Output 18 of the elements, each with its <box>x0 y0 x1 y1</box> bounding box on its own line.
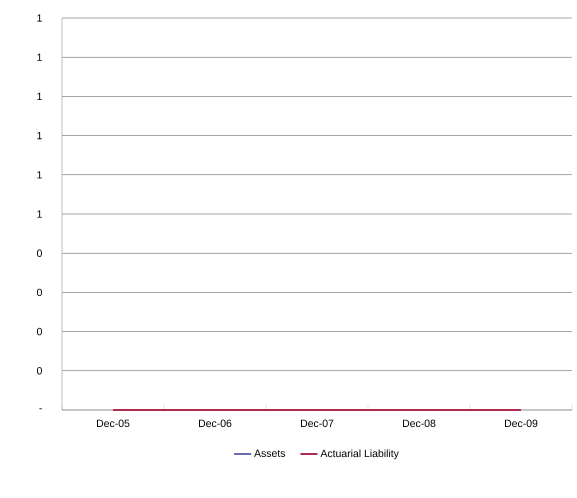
legend-label: Assets <box>254 450 286 457</box>
y-tick-label: 1 <box>37 14 42 22</box>
y-tick-label: 0 <box>36 328 42 336</box>
y-tick-label: 1 <box>37 92 42 100</box>
y-tick-label: - <box>39 408 42 410</box>
x-tick-label: Dec-07 <box>301 420 334 428</box>
y-tick-label: 1 <box>37 171 42 178</box>
y-tick-label: 0 <box>36 367 42 375</box>
x-tick-label: Dec-06 <box>199 420 232 428</box>
x-tick-label: Dec-08 <box>403 420 436 428</box>
x-tick-label: Dec-09 <box>505 420 538 428</box>
y-tick-label: 1 <box>37 54 42 61</box>
y-tick-label: 1 <box>37 210 42 218</box>
y-tick-label: 1 <box>37 132 42 140</box>
y-tick-label: 0 <box>36 250 42 257</box>
legend-label: Actuarial Liability <box>320 449 399 460</box>
y-tick-label: 0 <box>36 288 42 296</box>
x-tick-label: Dec-05 <box>97 420 130 428</box>
